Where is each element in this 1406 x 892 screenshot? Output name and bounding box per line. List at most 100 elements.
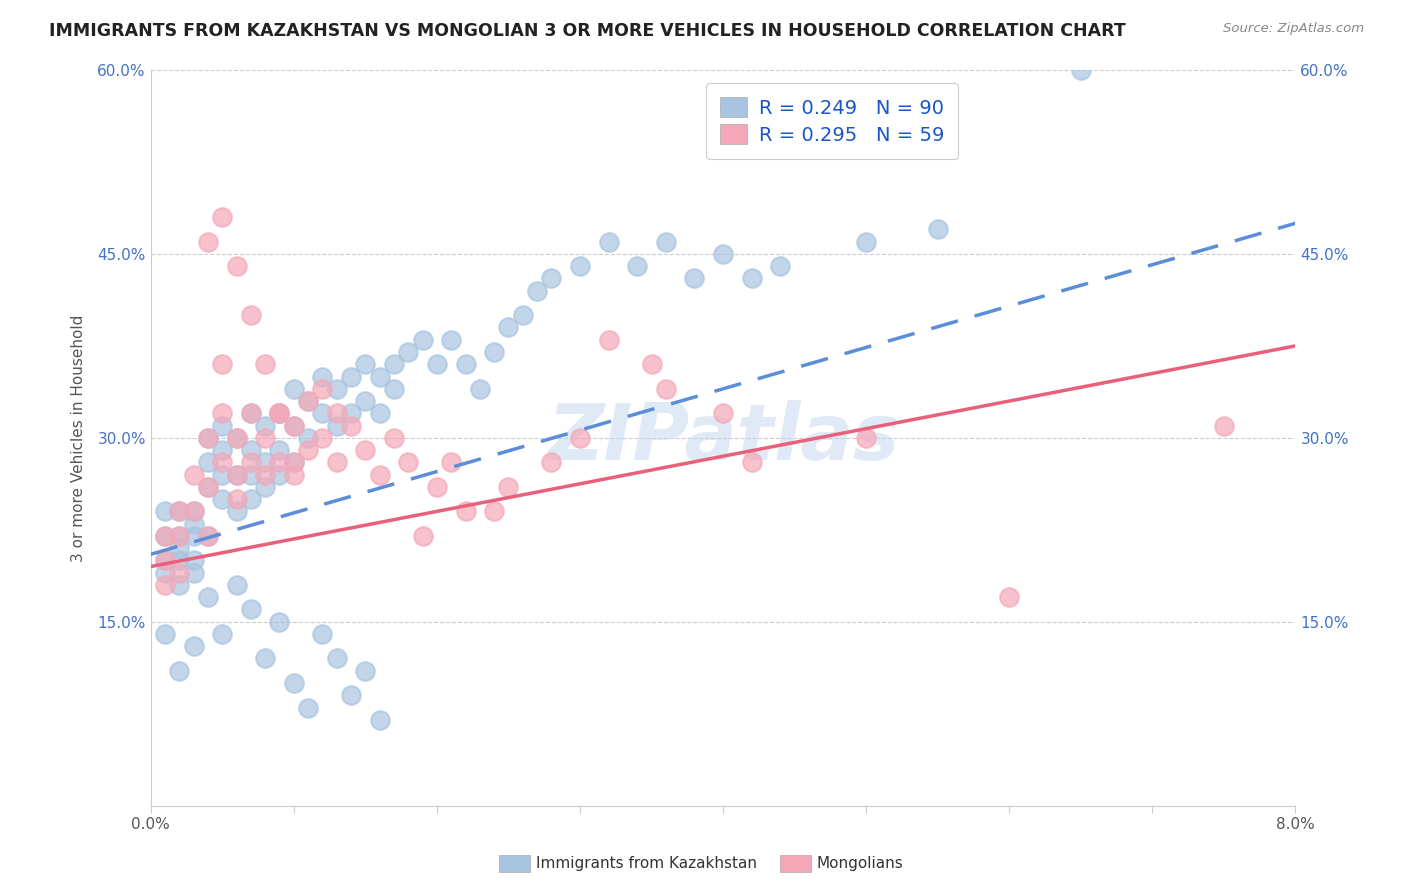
Point [540,455,562,469]
Point [998,590,1021,604]
Point [498,320,520,334]
Point [368,467,391,482]
Point [239,406,262,420]
Point [169,578,191,592]
Point [197,590,219,604]
Point [153,553,176,567]
Point [211,492,233,507]
Point [283,455,305,469]
Point [197,431,219,445]
Point [325,382,347,396]
Point [254,480,277,494]
Y-axis label: 3 or more Vehicles in Household: 3 or more Vehicles in Household [72,314,86,562]
Point [340,688,363,702]
Point [297,700,319,714]
Point [512,308,534,322]
Point [211,627,233,641]
Point [153,504,176,518]
Point [239,443,262,458]
Point [440,333,463,347]
Point [325,406,347,420]
Point [297,394,319,409]
Point [311,627,333,641]
Point [254,431,277,445]
Point [183,504,205,518]
Point [311,431,333,445]
Point [396,455,419,469]
Point [297,431,319,445]
Point [169,566,191,580]
Point [426,480,449,494]
Point [225,467,247,482]
Point [239,602,262,616]
Point [683,271,706,285]
Point [655,382,678,396]
Point [769,259,792,273]
Point [183,566,205,580]
Text: Immigrants from Kazakhstan: Immigrants from Kazakhstan [536,856,756,871]
Point [711,247,734,261]
Point [239,467,262,482]
Point [368,406,391,420]
Point [283,418,305,433]
Point [239,455,262,469]
Point [297,394,319,409]
Point [540,271,562,285]
Point [211,455,233,469]
Point [382,382,405,396]
Point [183,553,205,567]
Point [325,418,347,433]
Point [239,406,262,420]
Point [569,431,592,445]
Point [153,553,176,567]
Point [325,651,347,665]
Point [183,467,205,482]
Point [340,369,363,384]
Point [239,492,262,507]
Point [283,418,305,433]
Point [211,467,233,482]
Point [153,566,176,580]
Point [711,406,734,420]
Point [169,664,191,678]
Point [741,455,763,469]
Point [269,406,291,420]
Point [254,418,277,433]
Point [169,529,191,543]
Point [153,627,176,641]
Point [569,259,592,273]
Point [1212,418,1234,433]
Text: ZIPatlas: ZIPatlas [547,400,900,475]
Point [382,431,405,445]
Point [412,333,434,347]
Point [598,333,620,347]
Point [254,651,277,665]
Point [382,357,405,371]
Point [454,357,477,371]
Point [225,259,247,273]
Point [269,443,291,458]
Point [626,259,648,273]
Text: Source: ZipAtlas.com: Source: ZipAtlas.com [1223,22,1364,36]
Point [368,369,391,384]
Point [655,235,678,249]
Point [225,504,247,518]
Point [197,455,219,469]
Point [368,713,391,727]
Point [197,235,219,249]
Point [197,529,219,543]
Point [297,443,319,458]
Text: IMMIGRANTS FROM KAZAKHSTAN VS MONGOLIAN 3 OR MORE VEHICLES IN HOUSEHOLD CORRELAT: IMMIGRANTS FROM KAZAKHSTAN VS MONGOLIAN … [49,22,1126,40]
Point [225,467,247,482]
Point [197,529,219,543]
Point [1070,63,1092,78]
Text: Mongolians: Mongolians [817,856,904,871]
Point [340,418,363,433]
Point [454,504,477,518]
Point [183,504,205,518]
Point [153,529,176,543]
Point [468,382,491,396]
Point [526,284,548,298]
Point [183,639,205,653]
Point [239,308,262,322]
